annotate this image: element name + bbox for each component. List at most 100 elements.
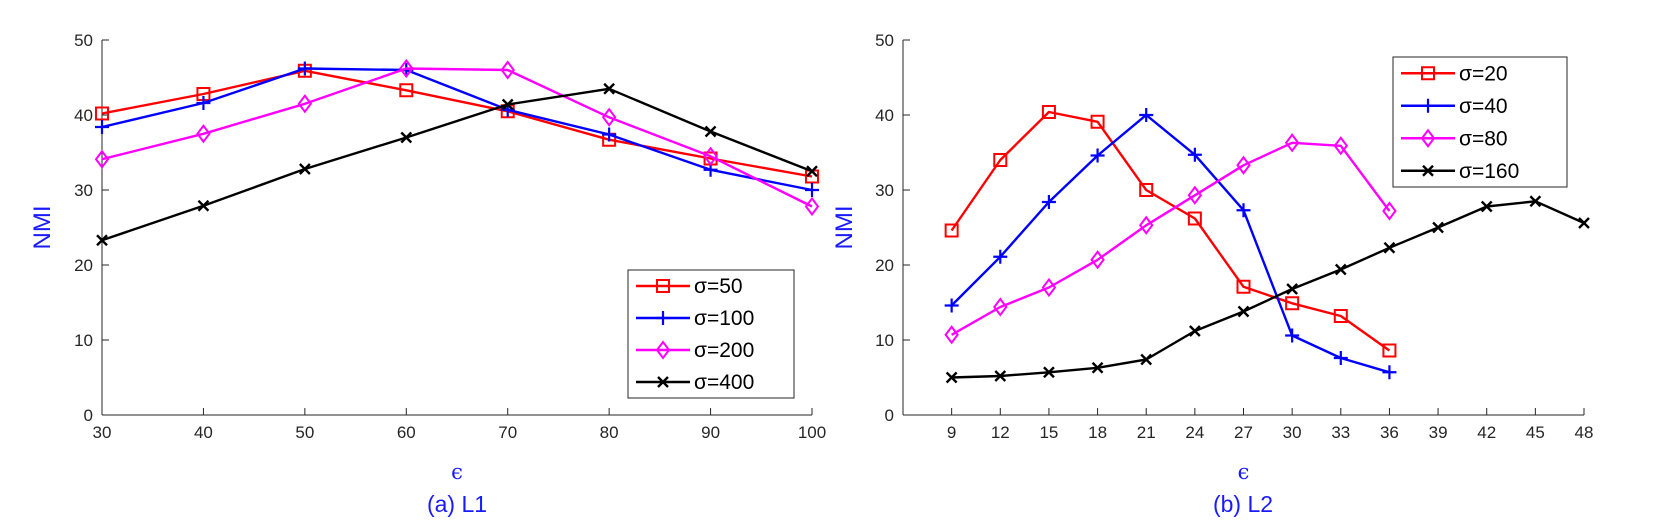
data-point bbox=[1285, 296, 1300, 311]
x-tick-label: 80 bbox=[600, 423, 619, 442]
x-tick-label: 45 bbox=[1526, 423, 1545, 442]
legend-marker bbox=[1420, 128, 1436, 148]
y-tick-label: 30 bbox=[875, 181, 894, 200]
data-point bbox=[1578, 217, 1590, 229]
data-point bbox=[944, 223, 959, 238]
series-line-2 bbox=[101, 67, 813, 208]
x-tick-label: 40 bbox=[194, 423, 213, 442]
x-tick-label: 70 bbox=[498, 423, 517, 442]
legend-label: σ=100 bbox=[694, 307, 754, 330]
data-point bbox=[1139, 183, 1154, 197]
data-point bbox=[1236, 203, 1251, 218]
data-point bbox=[1284, 133, 1300, 153]
legend-label: σ=200 bbox=[694, 339, 754, 362]
data-point bbox=[96, 234, 108, 247]
y-tick-label: 40 bbox=[875, 106, 894, 125]
data-point bbox=[602, 127, 617, 142]
data-point bbox=[197, 199, 210, 212]
data-point bbox=[1333, 309, 1348, 323]
data-point bbox=[1041, 195, 1056, 209]
legend: σ=20 σ=40 σ=80 σ=160 bbox=[1392, 56, 1568, 188]
x-tick-label: 27 bbox=[1234, 423, 1253, 442]
data-point bbox=[1041, 105, 1056, 119]
data-point bbox=[399, 83, 414, 98]
legend-label: σ=50 bbox=[694, 275, 743, 298]
x-tick-label: 42 bbox=[1477, 423, 1496, 442]
data-point bbox=[94, 149, 110, 169]
series-line-3 bbox=[951, 200, 1585, 379]
x-tick-label: 12 bbox=[991, 423, 1010, 442]
x-tick-label: 33 bbox=[1331, 423, 1350, 442]
data-point bbox=[1189, 325, 1201, 337]
series-line-2 bbox=[951, 141, 1391, 336]
data-point bbox=[805, 183, 819, 197]
x-tick-label: 60 bbox=[397, 423, 416, 442]
data-point bbox=[1236, 155, 1251, 175]
legend-label: σ=20 bbox=[1459, 62, 1508, 85]
series-line-0 bbox=[950, 110, 1391, 352]
y-axis-label: NMI bbox=[831, 206, 858, 250]
x-tick-label: 90 bbox=[701, 423, 720, 442]
data-point bbox=[994, 370, 1007, 382]
x-tick-label: 21 bbox=[1137, 423, 1156, 442]
x-axis-label: ϵ bbox=[1238, 460, 1250, 484]
data-point bbox=[1090, 114, 1105, 129]
data-point bbox=[993, 153, 1008, 167]
data-point bbox=[95, 120, 109, 134]
x-tick-label: 30 bbox=[1283, 423, 1302, 442]
data-point bbox=[945, 371, 958, 384]
series-line-1 bbox=[101, 67, 813, 192]
panel-caption: (b) L2 bbox=[1213, 491, 1273, 517]
data-point bbox=[944, 298, 959, 313]
chart-l2: 0 10 20 30 40 50 9 12 15 18 21 24 27 30 33 36 39 42 45 48 NM… bbox=[831, 31, 1593, 517]
legend: σ=50 σ=100 σ=200 σ=400 bbox=[627, 269, 795, 399]
data-point bbox=[1090, 250, 1105, 270]
data-point bbox=[299, 163, 311, 175]
data-point bbox=[95, 106, 109, 121]
data-point bbox=[806, 165, 818, 178]
x-tick-label: 24 bbox=[1185, 423, 1204, 442]
data-point bbox=[1286, 283, 1298, 295]
series-line-3 bbox=[101, 87, 813, 242]
data-point bbox=[1334, 263, 1347, 276]
x-tick-label: 15 bbox=[1039, 423, 1058, 442]
data-point bbox=[501, 98, 514, 111]
data-point bbox=[1480, 200, 1493, 213]
panel-caption: (a) L1 bbox=[427, 491, 487, 517]
data-point bbox=[1041, 277, 1057, 298]
x-tick-label: 50 bbox=[295, 423, 314, 442]
data-point bbox=[1333, 351, 1348, 365]
data-point bbox=[1187, 211, 1202, 226]
data-point bbox=[297, 94, 313, 114]
legend-marker bbox=[655, 340, 671, 360]
series-line-1 bbox=[950, 113, 1390, 374]
data-point bbox=[1236, 279, 1251, 294]
data-point bbox=[1140, 353, 1153, 366]
data-point bbox=[703, 146, 718, 166]
x-tick-label: 100 bbox=[798, 423, 826, 442]
data-point bbox=[400, 131, 413, 144]
legend-box bbox=[627, 269, 795, 399]
legend-marker bbox=[1421, 66, 1435, 81]
x-tick-label: 18 bbox=[1088, 423, 1107, 442]
data-point bbox=[196, 96, 211, 110]
legend-label: σ=80 bbox=[1459, 127, 1508, 150]
data-point bbox=[1138, 215, 1154, 235]
legend-marker bbox=[657, 376, 669, 388]
data-point bbox=[297, 61, 312, 76]
y-tick-label: 10 bbox=[74, 331, 93, 350]
legend-label: σ=400 bbox=[694, 371, 754, 394]
data-point bbox=[603, 82, 615, 95]
data-point bbox=[196, 124, 211, 144]
data-point bbox=[993, 249, 1008, 264]
legend-marker bbox=[1422, 164, 1434, 177]
y-tick-label: 0 bbox=[84, 406, 93, 425]
x-axis-label: ϵ bbox=[451, 460, 463, 484]
data-point bbox=[1285, 328, 1300, 343]
y-tick-label: 30 bbox=[74, 181, 93, 200]
y-tick-label: 20 bbox=[74, 256, 93, 275]
x-tick-label: 48 bbox=[1575, 423, 1594, 442]
chart-l1: 0 10 20 30 40 50 30 40 50 60 70 80 90 100 NMI ϵ (a) L1 σ=… bbox=[29, 31, 826, 517]
x-tick-label: 30 bbox=[93, 423, 112, 442]
